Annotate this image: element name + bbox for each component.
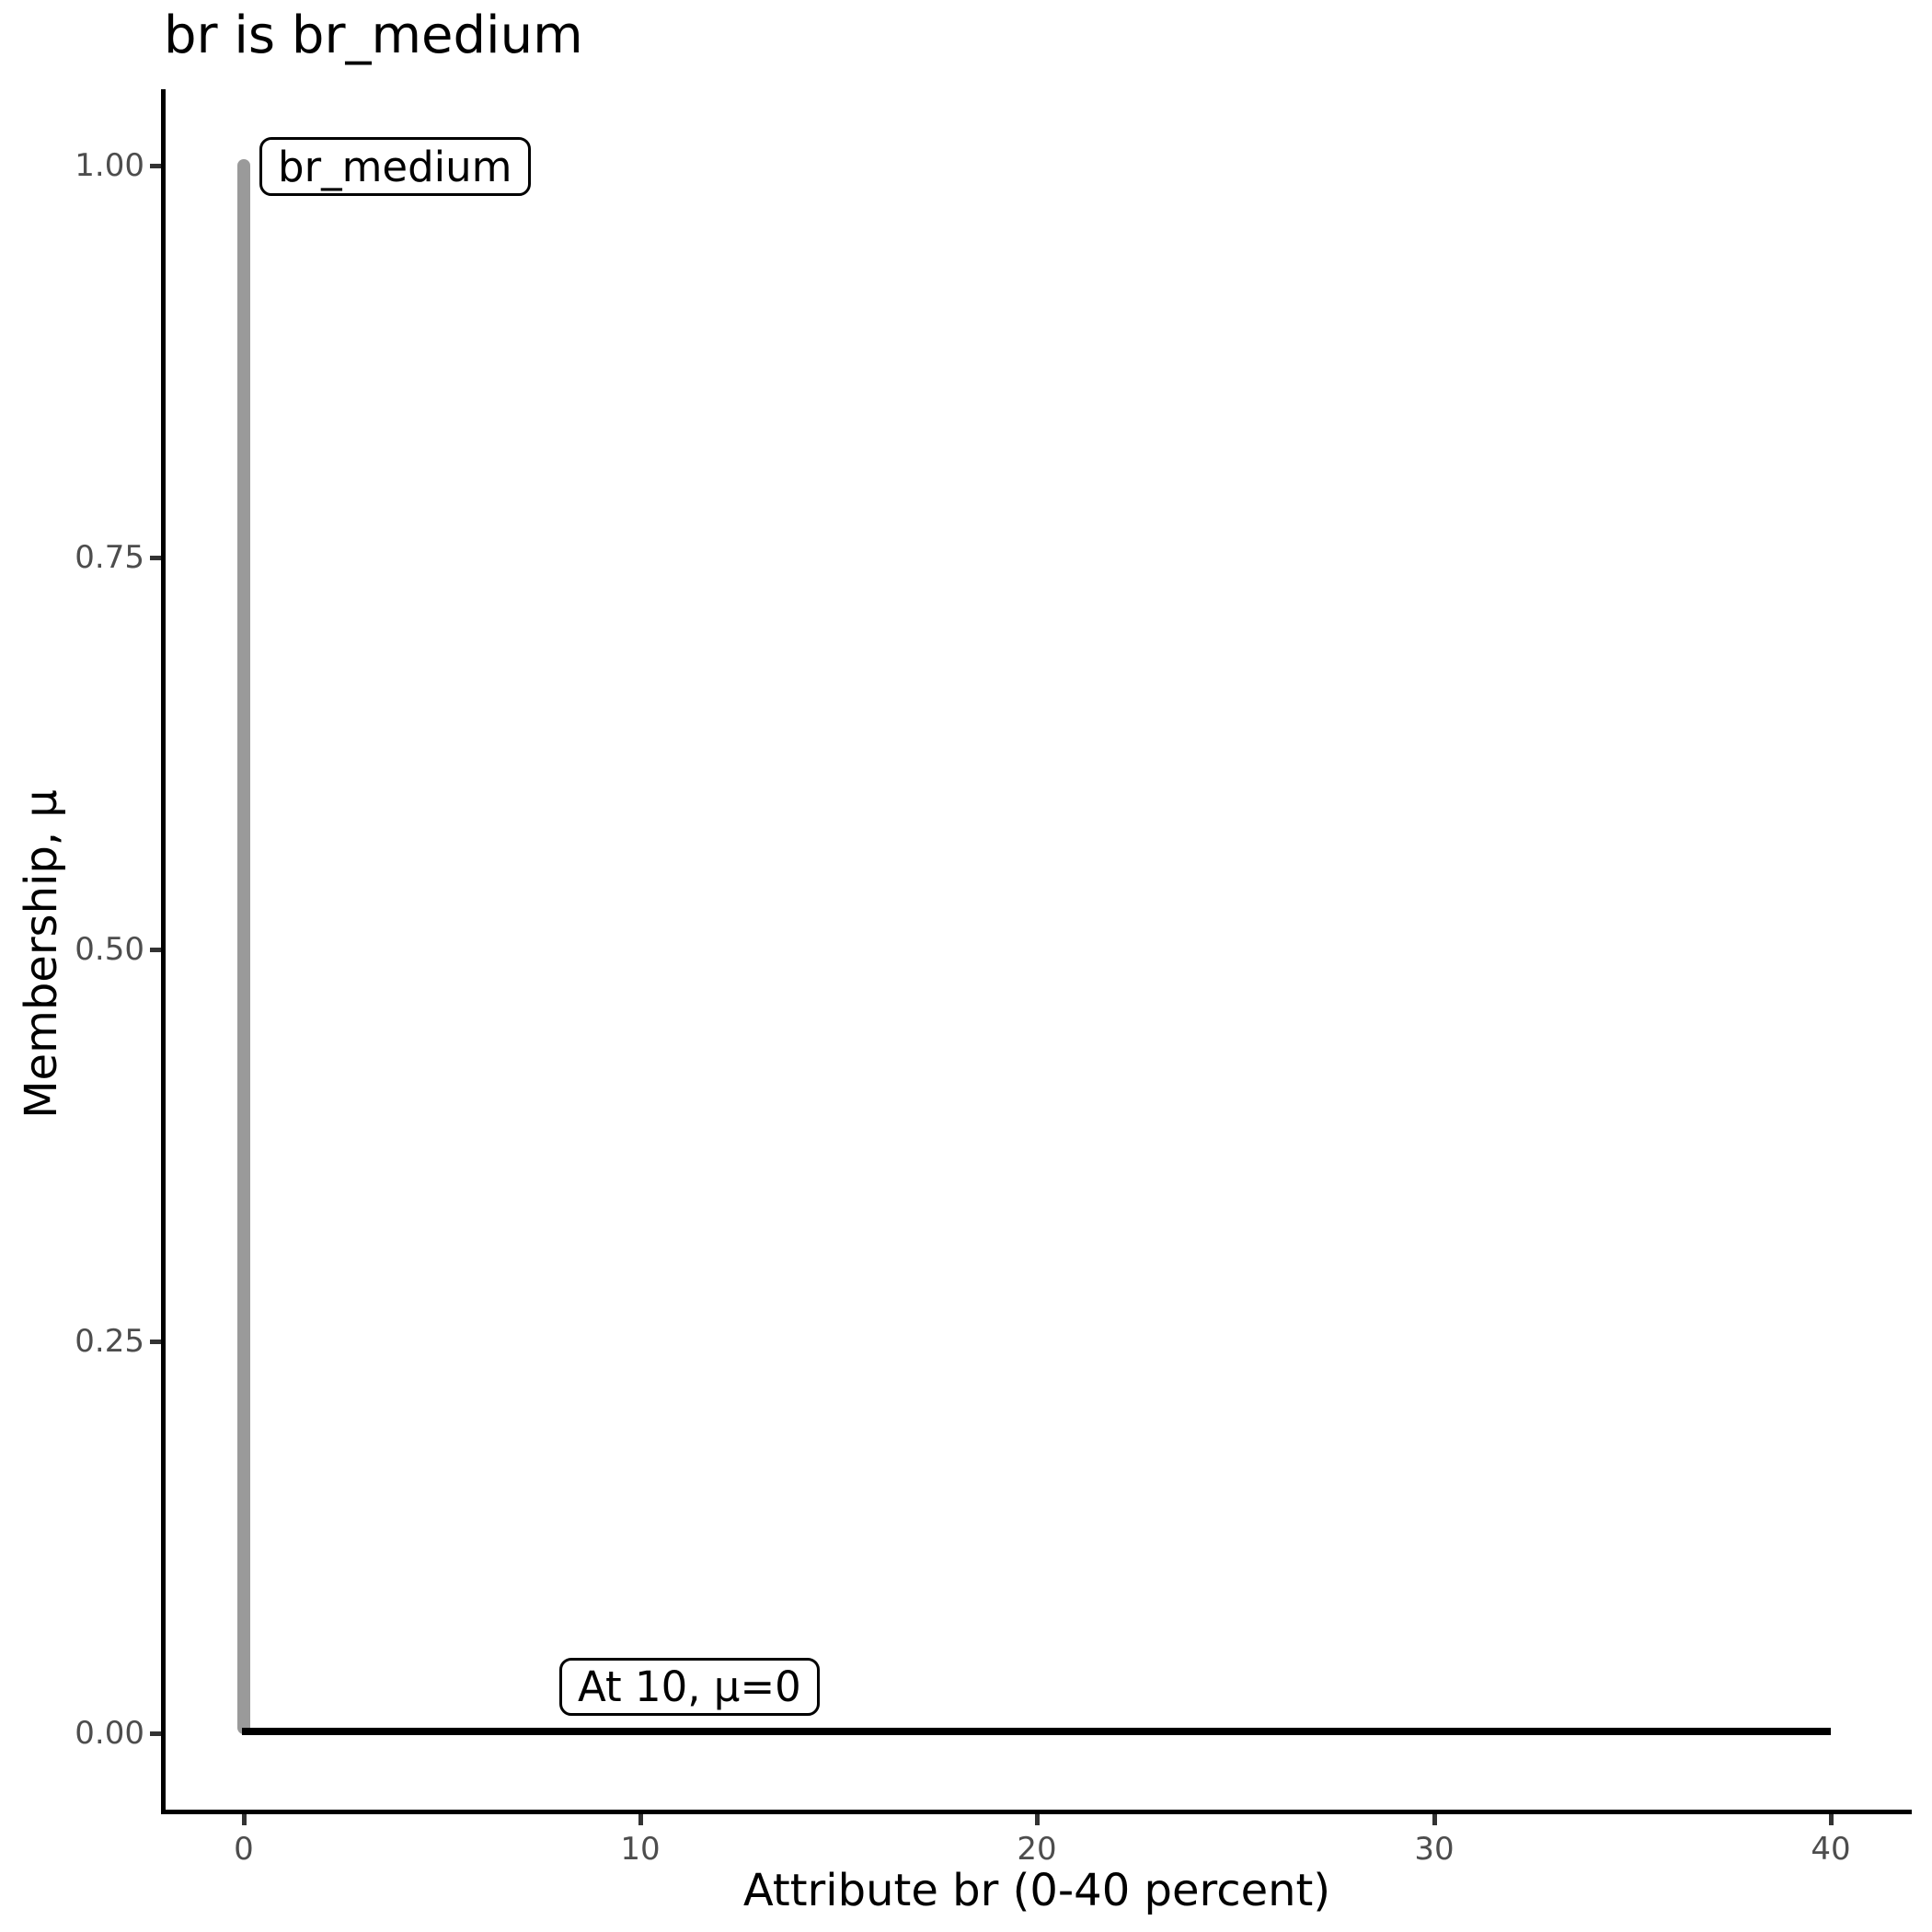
x-axis-line [161, 1810, 1912, 1814]
x-tick-mark [1035, 1814, 1040, 1825]
y-tick-mark [150, 948, 161, 952]
plot-title: br is br_medium [164, 6, 583, 65]
set-name-label-text: br_medium [278, 142, 512, 191]
y-tick-mark [150, 1731, 161, 1736]
y-tick-mark [150, 556, 161, 560]
y-tick-label: 0.50 [75, 931, 144, 968]
y-tick-label: 0.00 [75, 1715, 144, 1752]
x-tick-label: 40 [1811, 1831, 1851, 1868]
point-annotation-label: At 10, μ=0 [559, 1658, 820, 1716]
x-tick-label: 20 [1017, 1831, 1057, 1868]
zero-membership-baseline [242, 1728, 1831, 1735]
x-tick-mark [1829, 1814, 1834, 1825]
y-tick-label: 0.25 [75, 1323, 144, 1360]
x-tick-label: 10 [620, 1831, 661, 1868]
y-axis-title: Membership, μ [16, 789, 67, 1119]
membership-function-line [237, 159, 250, 1734]
y-tick-label: 1.00 [75, 147, 144, 184]
x-tick-mark [638, 1814, 643, 1825]
set-name-label: br_medium [259, 137, 531, 196]
y-tick-mark [150, 1340, 161, 1344]
y-tick-label: 0.75 [75, 539, 144, 576]
y-tick-mark [150, 164, 161, 168]
y-axis-line [161, 89, 166, 1814]
x-axis-title: Attribute br (0-40 percent) [742, 1865, 1331, 1916]
point-annotation-label-text: At 10, μ=0 [578, 1662, 801, 1711]
x-tick-label: 30 [1414, 1831, 1455, 1868]
x-tick-mark [1432, 1814, 1437, 1825]
x-tick-mark [242, 1814, 247, 1825]
x-tick-label: 0 [234, 1831, 254, 1868]
